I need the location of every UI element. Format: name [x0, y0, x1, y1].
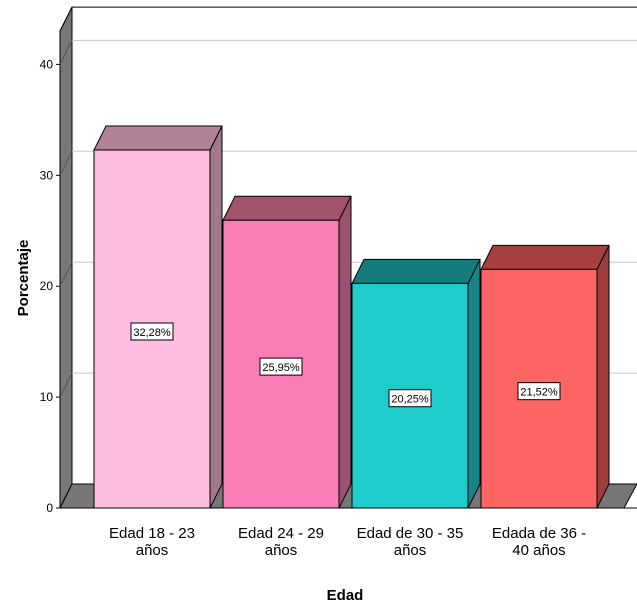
data-label-text: 21,52% — [520, 387, 558, 399]
gridline-depth — [59, 151, 73, 176]
x-tick-label: Edad 18 - 23 años — [109, 525, 195, 559]
bar-side — [209, 125, 223, 509]
bars: 32,28% 25,95% 20,25% 21,52% — [93, 125, 610, 509]
y-tick-label: 20 — [40, 279, 54, 293]
y-tick-label: 30 — [40, 168, 54, 182]
bar: 21,52% — [480, 244, 610, 509]
gridline-depth — [59, 40, 73, 65]
bar-top — [480, 244, 610, 270]
y-tick-label: 10 — [40, 390, 54, 404]
y-tick-label: 40 — [40, 57, 54, 71]
bar: 25,95% — [222, 195, 352, 509]
data-label: 20,25% — [388, 389, 432, 408]
x-tick-label: Edad de 30 - 35 años — [357, 525, 464, 559]
gridline-depth — [59, 261, 73, 287]
data-label-text: 32,28% — [133, 327, 171, 339]
data-label-box — [517, 382, 561, 401]
data-label-box — [259, 357, 303, 376]
x-axis-title: Edad — [327, 587, 364, 604]
x-tick-label: Edad 24 - 29 años — [238, 525, 324, 559]
data-label-box — [130, 322, 174, 341]
bar: 32,28% — [93, 125, 223, 509]
x-tick-label: Edada de 36 -40 años — [492, 525, 586, 559]
bar-side — [338, 195, 352, 509]
bar-top — [222, 195, 352, 221]
data-label-text: 25,95% — [262, 362, 300, 374]
data-label: 25,95% — [259, 357, 303, 376]
bar: 20,25% — [351, 258, 481, 509]
gridline-depth — [59, 372, 73, 398]
data-label: 32,28% — [130, 322, 174, 341]
y-axis-title: Porcentaje — [15, 240, 32, 317]
bar-top — [351, 258, 481, 284]
data-label-box — [388, 389, 432, 408]
data-label: 21,52% — [517, 382, 561, 401]
y-tick-label: 0 — [46, 501, 53, 515]
x-axis-categories: Edad 18 - 23 años Edad 24 - 29 años Edad de … — [109, 525, 586, 559]
bar-side — [467, 259, 481, 509]
left-wall — [59, 6, 73, 509]
data-label-text: 20,25% — [391, 394, 429, 406]
bar-side — [596, 245, 610, 509]
bar-top — [93, 125, 223, 151]
y-axis-ticks: 0 10 20 30 40 — [40, 57, 60, 515]
